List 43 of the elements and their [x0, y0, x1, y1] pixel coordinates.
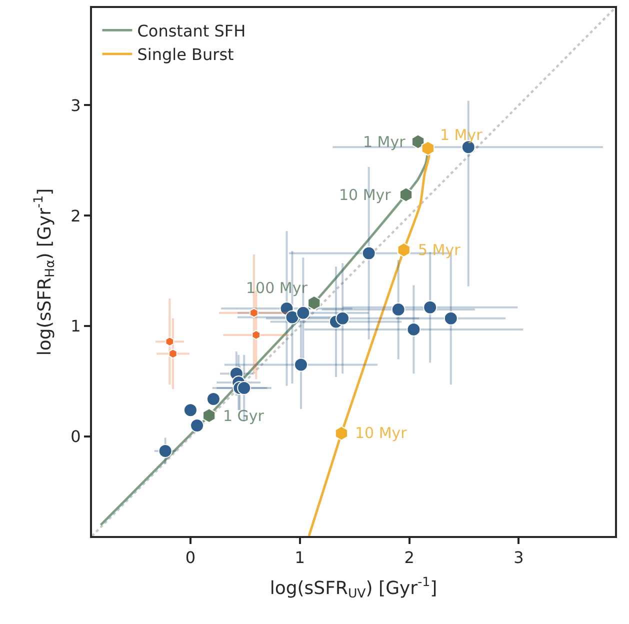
annotation: 5 Myr [418, 241, 462, 259]
point [294, 358, 308, 372]
annotation: 100 Myr [246, 279, 308, 297]
point [190, 418, 204, 433]
point [444, 311, 458, 326]
point [391, 302, 406, 317]
point [237, 380, 252, 395]
point [399, 187, 413, 202]
point [397, 242, 410, 258]
annotation: 1 Gyr [223, 407, 265, 425]
annotation: 1 Myr [363, 133, 406, 151]
legend-label: Constant SFH [137, 21, 246, 40]
y-tick-label: 3 [70, 96, 81, 115]
point [252, 330, 261, 340]
point [406, 322, 421, 336]
annotation: 1 Myr [440, 126, 484, 144]
point [285, 310, 300, 324]
point [206, 392, 220, 406]
y-tick-label: 2 [70, 206, 81, 226]
annotation: 10 Myr [355, 424, 408, 442]
point [421, 140, 434, 156]
point [183, 403, 198, 418]
point [168, 348, 178, 359]
x-tick-label: 3 [514, 548, 524, 568]
point [334, 426, 348, 441]
point [165, 336, 174, 347]
annotation: 10 Myr [339, 186, 392, 204]
point [296, 306, 310, 320]
legend-label: Single Burst [137, 45, 234, 64]
x-tick-label: 0 [185, 548, 196, 568]
point [202, 408, 216, 424]
point [362, 246, 376, 260]
point [336, 311, 350, 326]
point [411, 134, 425, 150]
x-axis-title: log(sSFR$_{UV}$) [Gyr$^{-1}$] [270, 574, 438, 601]
x-tick-label: 2 [404, 548, 414, 568]
x-tick-label: 1 [294, 548, 305, 568]
point [423, 300, 438, 314]
point [158, 444, 172, 458]
y-tick-label: 1 [70, 316, 81, 336]
point [308, 295, 321, 310]
point [250, 308, 258, 318]
y-tick-label: 0 [70, 427, 81, 446]
